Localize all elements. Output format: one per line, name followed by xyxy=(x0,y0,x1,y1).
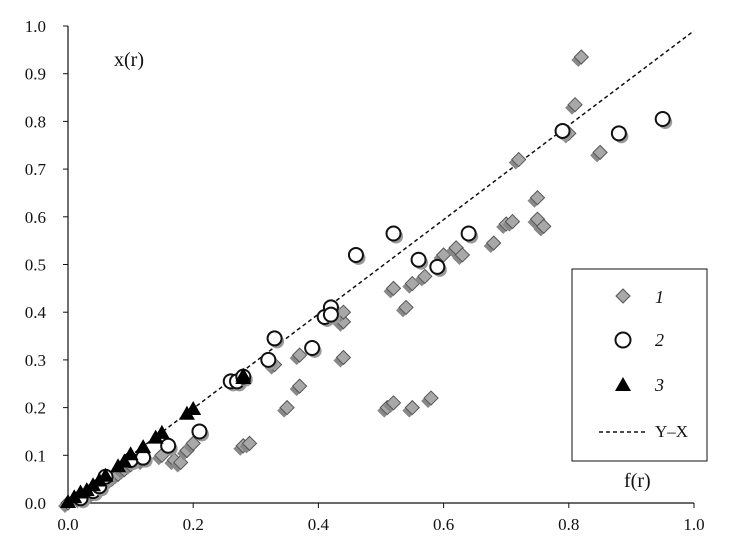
circle-marker xyxy=(385,225,402,242)
diamond-marker xyxy=(511,151,527,168)
diamond-marker xyxy=(335,349,352,366)
circle-marker xyxy=(322,306,339,323)
legend-triangle-marker xyxy=(615,377,631,391)
y-tick-label: 1.0 xyxy=(25,17,46,36)
legend-item-reference: Y–X xyxy=(599,422,688,441)
reference-line xyxy=(67,30,695,504)
circle-marker xyxy=(410,251,427,268)
triangle-marker xyxy=(153,424,170,439)
circle-marker xyxy=(654,111,671,128)
legend: 1 2 3 Y–X xyxy=(571,268,708,462)
circle-marker xyxy=(160,437,177,454)
circle-marker xyxy=(347,246,364,263)
y-tick-label: 0.8 xyxy=(25,112,46,131)
diamond-marker xyxy=(423,390,439,406)
diamond-marker xyxy=(398,299,414,316)
diamond-marker xyxy=(291,378,308,394)
y-axis-label: x(r) xyxy=(114,49,144,71)
triangle-marker xyxy=(122,446,139,461)
y-tick-label: 0.5 xyxy=(25,256,46,275)
triangle-marker xyxy=(97,467,114,482)
diamond-marker xyxy=(404,399,421,416)
diamond-marker xyxy=(485,235,502,251)
triangle-marker xyxy=(116,453,133,468)
legend-label-reference: Y–X xyxy=(655,422,688,441)
diamond-marker xyxy=(454,247,471,263)
triangle-marker xyxy=(135,439,152,454)
legend-item-1: 1 xyxy=(615,287,664,307)
circle-marker xyxy=(191,423,208,440)
x-tick-label: 0.0 xyxy=(57,515,78,534)
circle-marker xyxy=(554,122,571,139)
x-tick-label: 0.6 xyxy=(433,515,454,534)
circle-marker xyxy=(266,330,283,347)
diamond-marker xyxy=(385,280,402,297)
reference-dashed-line xyxy=(67,30,695,504)
legend-item-2: 2 xyxy=(614,330,664,350)
diamond-marker xyxy=(573,49,590,65)
circle-marker xyxy=(610,125,627,142)
legend-box xyxy=(571,268,708,462)
diamond-marker xyxy=(385,395,402,411)
legend-label-3: 3 xyxy=(654,375,664,395)
diamond-marker xyxy=(279,399,295,416)
diamond-marker xyxy=(529,190,546,206)
legend-label-1: 1 xyxy=(655,287,664,307)
circle-marker xyxy=(460,225,477,242)
diamond-marker xyxy=(241,435,258,452)
x-tick-label: 0.4 xyxy=(308,515,330,534)
legend-diamond-marker xyxy=(615,288,631,304)
y-tick-label: 0.6 xyxy=(25,208,46,227)
y-tick-label: 0.2 xyxy=(25,399,46,418)
diamond-marker xyxy=(536,218,552,235)
legend-item-3: 3 xyxy=(615,375,664,395)
ticks: 0.0 0.2 0.4 0.6 0.8 1.0 0.0 0.1 0.2 0.3 0.4 0.5 0.6 0… xyxy=(25,17,705,534)
diamond-marker xyxy=(291,347,308,363)
diamond-marker xyxy=(592,144,608,161)
y-tick-label: 0.7 xyxy=(25,160,47,179)
triangle-marker xyxy=(185,400,202,415)
legend-circle-marker xyxy=(614,331,632,349)
diamond-marker xyxy=(504,213,521,230)
diamond-marker xyxy=(185,435,201,452)
x-tick-label: 0.8 xyxy=(558,515,579,534)
data-points xyxy=(58,49,673,513)
x-tick-label: 1.0 xyxy=(683,515,704,534)
y-tick-label: 0.1 xyxy=(25,446,46,465)
y-tick-label: 0.4 xyxy=(25,303,47,322)
x-axis-label: f(r) xyxy=(624,470,651,492)
y-tick-label: 0.0 xyxy=(25,494,46,513)
legend-label-2: 2 xyxy=(655,330,664,350)
diamond-marker xyxy=(567,96,583,113)
triangle-marker xyxy=(235,369,252,384)
circle-marker xyxy=(304,339,321,356)
y-tick-label: 0.3 xyxy=(25,351,46,370)
x-tick-label: 0.2 xyxy=(183,515,204,534)
diamond-marker xyxy=(417,268,433,285)
circle-marker xyxy=(260,351,277,368)
y-tick-label: 0.9 xyxy=(25,65,46,84)
circle-marker xyxy=(429,258,446,275)
